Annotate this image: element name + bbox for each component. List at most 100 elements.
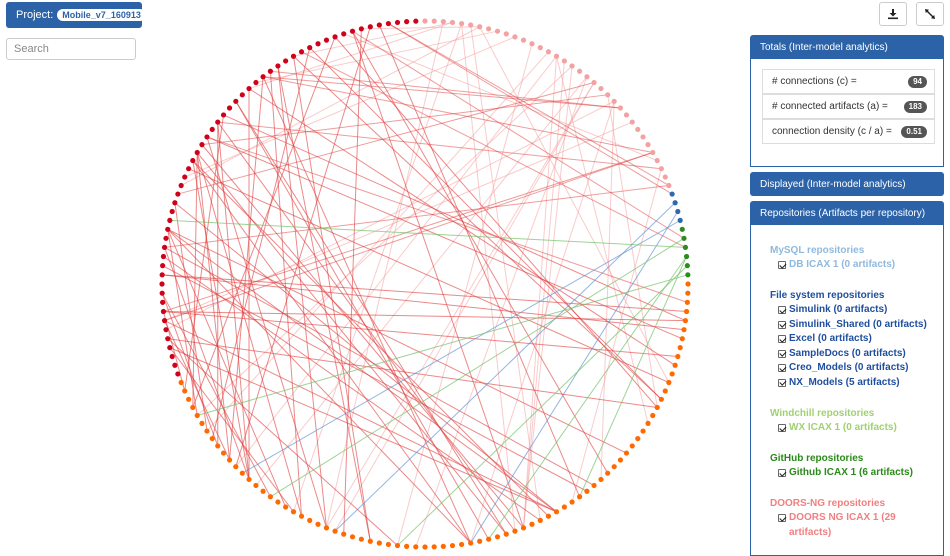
artifact-node[interactable] bbox=[209, 126, 215, 133]
artifact-node[interactable] bbox=[167, 345, 173, 351]
artifact-node[interactable] bbox=[160, 263, 166, 269]
artifact-node[interactable] bbox=[169, 353, 175, 360]
artifact-node[interactable] bbox=[645, 420, 651, 426]
artifact-node[interactable] bbox=[267, 494, 274, 500]
artifact-node[interactable] bbox=[576, 68, 583, 74]
checkbox-checked-icon[interactable] bbox=[778, 320, 786, 329]
artifact-node[interactable] bbox=[640, 428, 646, 434]
artifact-node[interactable] bbox=[658, 396, 664, 402]
artifact-node[interactable] bbox=[623, 450, 630, 456]
artifact-node[interactable] bbox=[684, 299, 690, 305]
artifact-node[interactable] bbox=[431, 18, 437, 24]
artifact-node[interactable] bbox=[275, 63, 281, 69]
artifact-node[interactable] bbox=[160, 299, 166, 305]
artifact-node[interactable] bbox=[182, 388, 188, 394]
repo-checkbox-item[interactable]: DOORS NG ICAX 1 (29 artifacts) bbox=[770, 511, 920, 540]
repo-checkbox-item[interactable]: Simulink (0 artifacts) bbox=[770, 303, 927, 318]
artifact-node[interactable] bbox=[422, 544, 428, 550]
artifact-node[interactable] bbox=[246, 476, 252, 483]
artifact-node[interactable] bbox=[675, 353, 681, 360]
artifact-node[interactable] bbox=[598, 476, 604, 483]
checkbox-checked-icon[interactable] bbox=[778, 364, 786, 372]
artifact-node[interactable] bbox=[681, 235, 687, 241]
artifact-node[interactable] bbox=[682, 244, 689, 250]
artifact-node[interactable] bbox=[307, 45, 313, 51]
checkbox-checked-icon[interactable] bbox=[778, 469, 786, 477]
artifact-node[interactable] bbox=[159, 290, 165, 296]
artifact-node[interactable] bbox=[283, 504, 289, 510]
artifact-node[interactable] bbox=[669, 191, 675, 197]
artifact-node[interactable] bbox=[260, 488, 266, 494]
artifact-node[interactable] bbox=[520, 37, 527, 43]
artifact-node[interactable] bbox=[204, 428, 210, 434]
repo-checkbox-item[interactable]: SampleDocs (0 artifacts) bbox=[770, 347, 927, 362]
artifact-node[interactable] bbox=[459, 541, 465, 548]
artifact-node[interactable] bbox=[165, 336, 171, 342]
artifact-node[interactable] bbox=[220, 450, 227, 456]
artifact-node[interactable] bbox=[512, 528, 518, 534]
artifact-node[interactable] bbox=[683, 253, 690, 260]
fullscreen-button[interactable] bbox=[916, 2, 944, 26]
artifact-node[interactable] bbox=[669, 371, 675, 377]
artifact-node[interactable] bbox=[239, 470, 245, 476]
artifact-node[interactable] bbox=[376, 22, 382, 28]
artifact-node[interactable] bbox=[629, 443, 635, 449]
artifact-node[interactable] bbox=[194, 149, 200, 156]
artifact-node[interactable] bbox=[199, 420, 205, 426]
artifact-node[interactable] bbox=[685, 281, 691, 287]
artifact-node[interactable] bbox=[226, 105, 233, 111]
artifact-node[interactable] bbox=[494, 28, 501, 34]
artifact-node[interactable] bbox=[584, 488, 590, 494]
download-button[interactable] bbox=[879, 2, 907, 26]
artifact-node[interactable] bbox=[275, 499, 281, 505]
checkbox-checked-icon[interactable] bbox=[778, 349, 786, 358]
artifact-node[interactable] bbox=[640, 134, 646, 140]
artifact-node[interactable] bbox=[569, 63, 575, 69]
artifact-node[interactable] bbox=[486, 536, 492, 542]
artifact-node[interactable] bbox=[163, 235, 169, 241]
repo-checkbox-item[interactable]: NX_Models (5 artifacts) bbox=[770, 376, 927, 391]
artifact-node[interactable] bbox=[477, 24, 483, 30]
artifact-node[interactable] bbox=[160, 308, 167, 315]
artifact-node[interactable] bbox=[561, 58, 567, 64]
artifact-node[interactable] bbox=[323, 525, 330, 531]
artifact-node[interactable] bbox=[584, 74, 590, 80]
artifact-node[interactable] bbox=[545, 49, 552, 55]
checkbox-checked-icon[interactable] bbox=[778, 306, 786, 314]
artifact-node[interactable] bbox=[376, 540, 382, 546]
artifact-node[interactable] bbox=[182, 174, 188, 180]
artifact-node[interactable] bbox=[194, 412, 200, 419]
artifact-node[interactable] bbox=[682, 318, 689, 324]
artifact-node[interactable] bbox=[486, 26, 492, 32]
artifact-node[interactable] bbox=[209, 435, 215, 442]
checkbox-checked-icon[interactable] bbox=[778, 424, 786, 432]
artifact-node[interactable] bbox=[413, 18, 419, 24]
artifact-node[interactable] bbox=[672, 200, 678, 206]
artifact-node[interactable] bbox=[220, 112, 227, 118]
artifact-node[interactable] bbox=[685, 272, 691, 278]
artifact-node[interactable] bbox=[267, 68, 274, 74]
artifact-node[interactable] bbox=[169, 208, 175, 215]
artifact-node[interactable] bbox=[617, 457, 624, 463]
displayed-panel-header[interactable]: Displayed (Inter-model analytics) bbox=[750, 172, 944, 196]
checkbox-checked-icon[interactable] bbox=[778, 261, 786, 269]
artifact-node[interactable] bbox=[677, 217, 683, 223]
artifact-node[interactable] bbox=[178, 182, 184, 189]
search-input[interactable] bbox=[6, 38, 136, 60]
artifact-node[interactable] bbox=[537, 517, 543, 523]
repo-checkbox-item[interactable]: Simulink_Shared (0 artifacts) bbox=[770, 318, 927, 333]
artifact-node[interactable] bbox=[394, 542, 401, 549]
artifact-node[interactable] bbox=[440, 543, 446, 549]
artifact-node[interactable] bbox=[358, 536, 364, 542]
artifact-node[interactable] bbox=[561, 504, 567, 510]
artifact-node[interactable] bbox=[233, 98, 239, 104]
artifact-node[interactable] bbox=[658, 166, 664, 172]
artifact-node[interactable] bbox=[341, 31, 347, 37]
artifact-node[interactable] bbox=[290, 509, 297, 515]
artifact-node[interactable] bbox=[199, 142, 205, 148]
repo-checkbox-item[interactable]: Github ICAX 1 (6 artifacts) bbox=[770, 466, 913, 481]
artifact-node[interactable] bbox=[233, 464, 239, 470]
artifact-node[interactable] bbox=[175, 371, 181, 377]
artifact-node[interactable] bbox=[537, 45, 543, 51]
artifact-node[interactable] bbox=[679, 226, 685, 232]
